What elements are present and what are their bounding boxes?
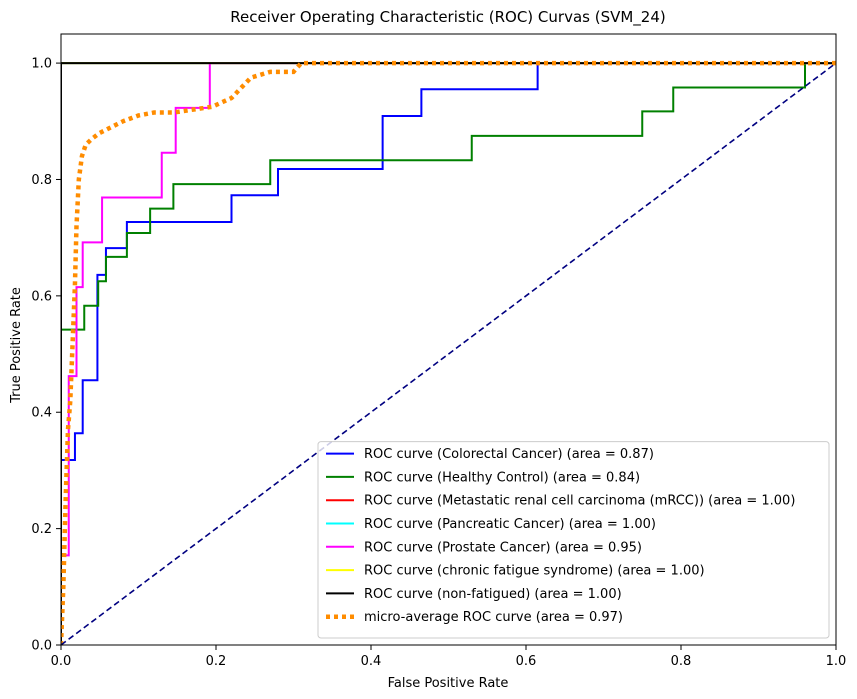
legend-box <box>317 441 830 639</box>
chart-title: Receiver Operating Characteristic (ROC) … <box>230 8 666 27</box>
y-tick-label: 0.2 <box>31 522 52 537</box>
legend-entry-label: ROC curve (Healthy Control) (area = 0.84… <box>364 470 640 485</box>
x-tick-label: 1.0 <box>826 654 847 669</box>
plot-area <box>60 33 837 646</box>
y-tick-label: 0.8 <box>31 173 52 188</box>
x-axis-label: False Positive Rate <box>388 676 509 691</box>
series-line-0 <box>61 62 836 645</box>
legend: ROC curve (Colorectal Cancer) (area = 0.… <box>317 441 830 639</box>
legend-entry-label: ROC curve (Pancreatic Cancer) (area = 1.… <box>364 517 656 532</box>
y-tick-label: 0.6 <box>31 289 52 304</box>
legend-entry-label: ROC curve (Prostate Cancer) (area = 0.95… <box>364 540 642 555</box>
y-axis-ticks: 0.0 0.2 0.4 0.6 0.8 1.0 <box>31 57 61 654</box>
y-axis-label: True Positive Rate <box>9 287 24 404</box>
x-tick-label: 0.2 <box>206 654 227 669</box>
legend-entry-label: ROC curve (non-fatigued) (area = 1.00) <box>364 587 622 602</box>
legend-entry-label: ROC curve (chronic fatigue syndrome) (ar… <box>364 564 705 579</box>
legend-entry-label: ROC curve (Colorectal Cancer) (area = 0.… <box>364 447 654 462</box>
x-axis-ticks: 0.0 0.2 0.4 0.6 0.8 1.0 <box>51 645 847 669</box>
x-tick-label: 0.4 <box>361 654 382 669</box>
y-tick-label: 0.4 <box>31 406 52 421</box>
y-tick-label: 1.0 <box>31 57 52 72</box>
series-line-7 <box>61 60 836 646</box>
legend-entry-label: ROC curve (Metastatic renal cell carcino… <box>364 494 795 509</box>
series-line-1 <box>61 62 836 645</box>
x-tick-label: 0.0 <box>51 654 72 669</box>
y-tick-label: 0.0 <box>31 639 52 654</box>
legend-entry-label: micro-average ROC curve (area = 0.97) <box>364 610 623 625</box>
x-tick-label: 0.6 <box>516 654 537 669</box>
plot-frame <box>60 33 837 646</box>
series-line-8 <box>61 62 837 646</box>
x-tick-label: 0.8 <box>671 654 692 669</box>
